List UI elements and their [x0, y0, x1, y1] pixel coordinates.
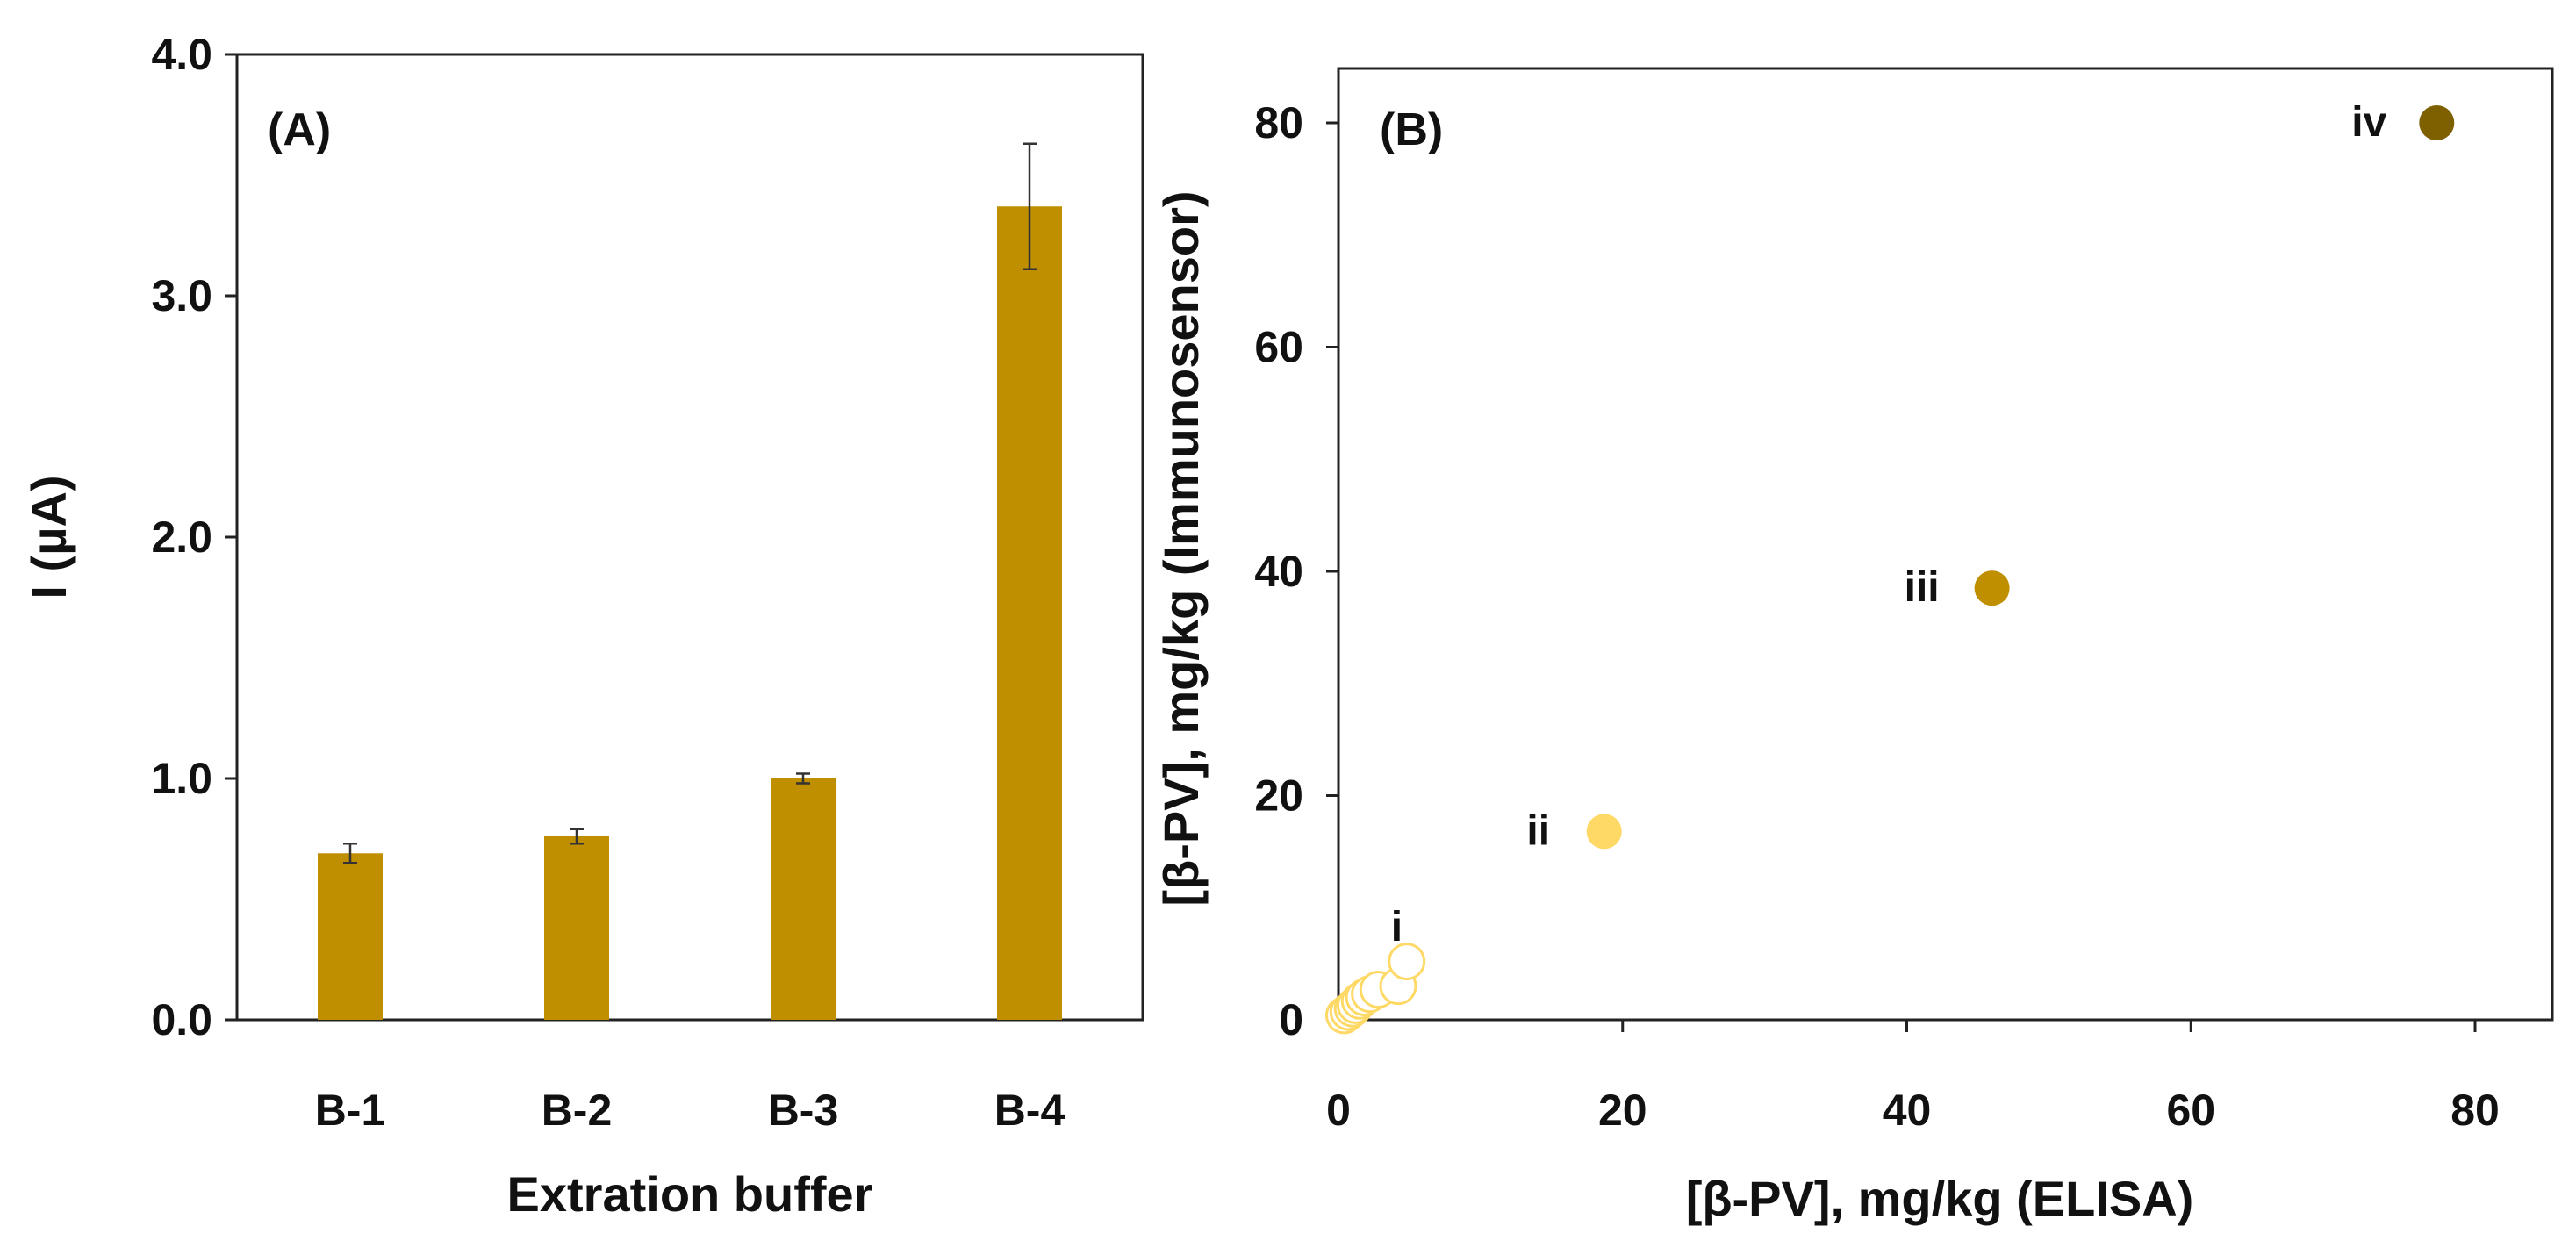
point-group-iv [2419, 105, 2455, 140]
panel-a-x-tick-label: B-1 [315, 1086, 386, 1135]
point-group-iii [1974, 570, 2010, 606]
point-label-iv: iv [2351, 99, 2386, 146]
panel-a-x-tick-label: B-4 [994, 1086, 1066, 1135]
panel-a-y-tick-label: 4.0 [151, 30, 212, 79]
bar-b-3 [771, 778, 836, 1020]
panel-b-x-tick-label: 20 [1598, 1086, 1647, 1135]
point-label-ii: ii [1526, 807, 1550, 854]
panel-b-x-tick-label: 60 [2166, 1086, 2215, 1135]
panel-b-x-ticks: 0 20 40 60 80 [1326, 1020, 2500, 1135]
panel-a-y-tick-label: 2.0 [151, 513, 212, 562]
panel-b-y-axis-title: [β-PV], mg/kg (Immunosensor) [1153, 190, 1209, 906]
error-bar-b-1 [343, 843, 357, 864]
bar-b-1 [318, 853, 383, 1020]
panel-a-x-tick-label: B-2 [542, 1086, 613, 1135]
panel-b-y-tick-label: 60 [1254, 323, 1303, 372]
bar-b-2 [544, 836, 609, 1020]
panel-b-label: (B) [1380, 104, 1443, 155]
panel-b-x-tick-label: 80 [2450, 1086, 2500, 1135]
panel-b-y-ticks: 0 20 40 60 80 [1254, 98, 1338, 1044]
panel-b-y-tick-label: 0 [1279, 995, 1303, 1044]
panel-b-x-axis-title: [β-PV], mg/kg (ELISA) [1686, 1171, 2194, 1226]
panel-a-x-axis-title: Extration buffer [507, 1166, 873, 1222]
panel-a-bar-chart: (A) 0.0 1.0 2.0 3.0 4.0 B-1 B-2 B-3 B-4 Extrati… [21, 30, 1144, 1222]
panel-b-x-tick-label: 0 [1326, 1086, 1351, 1135]
panel-b-y-tick-label: 40 [1254, 547, 1303, 596]
panel-a-bars [318, 142, 1062, 1020]
point-label-i: i [1391, 904, 1403, 950]
panel-b-points [1324, 105, 2455, 1035]
panel-a-y-ticks: 0.0 1.0 2.0 3.0 4.0 [151, 30, 237, 1044]
panel-b-plot-frame [1337, 67, 2554, 1022]
panel-b-y-tick-label: 80 [1254, 98, 1303, 147]
point-group-ii [1586, 814, 1622, 850]
point-group-i [1388, 943, 1426, 981]
panel-a-y-axis-title: I (µA) [21, 475, 76, 599]
bar-b-4 [997, 206, 1062, 1020]
panel-b-x-tick-label: 40 [1883, 1086, 1932, 1135]
error-bar-b-4 [1023, 142, 1037, 270]
point-label-iii: iii [1905, 564, 1940, 611]
panel-a-x-tick-label: B-3 [768, 1086, 839, 1135]
panel-a-y-tick-label: 1.0 [151, 754, 212, 803]
error-bar-b-2 [570, 828, 584, 845]
panel-a-label: (A) [268, 104, 331, 155]
error-bar-b-3 [796, 772, 810, 785]
panel-b-y-tick-label: 20 [1254, 771, 1303, 821]
panel-a-x-ticks: B-1 B-2 B-3 B-4 [315, 1086, 1066, 1135]
panel-a-y-tick-label: 3.0 [151, 271, 212, 320]
panel-a-y-tick-label: 0.0 [151, 995, 212, 1044]
